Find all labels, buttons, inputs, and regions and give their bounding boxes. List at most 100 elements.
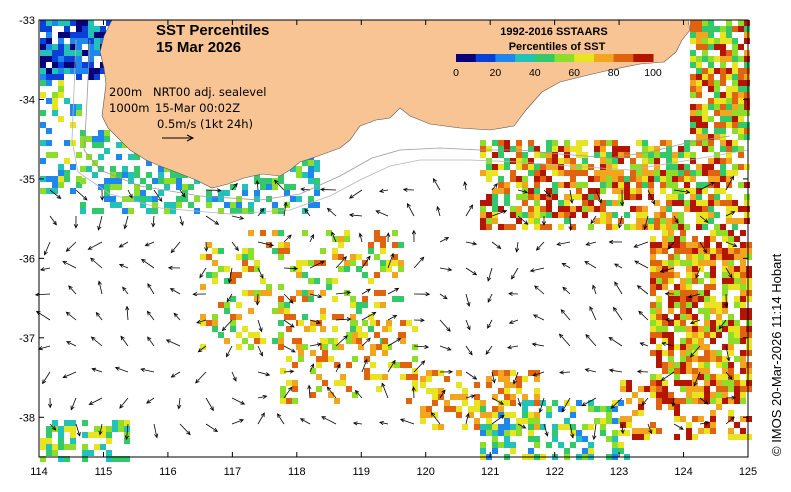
current-arrow	[699, 397, 709, 405]
sst-pixel	[704, 320, 710, 326]
sst-pixel	[714, 188, 720, 194]
sst-pixel	[540, 194, 546, 200]
sst-pixel	[692, 344, 698, 350]
sst-pixel	[686, 266, 692, 272]
current-arrow	[349, 189, 363, 199]
sst-pixel	[692, 386, 698, 392]
sst-pixel	[570, 206, 576, 212]
sst-pixel	[714, 110, 720, 116]
current-arrowhead	[170, 248, 176, 254]
sst-pixel	[248, 290, 254, 296]
current-arrowhead	[726, 356, 731, 362]
sst-pixel	[504, 188, 510, 194]
sst-pixel	[618, 182, 624, 188]
sst-pixel	[630, 170, 636, 176]
sst-pixel	[594, 188, 600, 194]
current-arrow	[361, 337, 371, 347]
sst-pixel	[112, 456, 118, 462]
sst-pixel	[498, 430, 504, 436]
current-arrow	[335, 256, 347, 269]
sst-pixel	[242, 266, 248, 272]
y-axis: -33-34-35-36-37-38	[19, 15, 748, 424]
sst-pixel	[746, 242, 752, 248]
sst-pixel	[564, 146, 570, 152]
sst-pixel	[80, 142, 86, 148]
current-arrowhead	[287, 234, 292, 240]
sst-pixel	[420, 412, 426, 418]
sst-pixel	[70, 62, 76, 68]
sst-pixel	[388, 362, 394, 368]
sst-pixel	[570, 212, 576, 218]
sst-pixel	[710, 278, 716, 284]
current-arrowhead	[326, 386, 332, 392]
sst-pixel	[516, 418, 522, 424]
sst-pixel	[362, 332, 368, 338]
sst-pixel	[722, 380, 728, 386]
sst-pixel	[684, 146, 690, 152]
sst-pixel	[290, 184, 296, 190]
sst-pixel	[728, 386, 734, 392]
sst-pixel	[516, 158, 522, 164]
sst-pixel	[362, 296, 368, 302]
current-arrowhead	[342, 256, 347, 261]
current-arrowhead	[70, 405, 75, 411]
sst-pixel	[704, 236, 710, 242]
current-arrowhead	[703, 218, 709, 223]
x-tick-label: 119	[352, 466, 370, 478]
sst-pixel	[292, 398, 298, 404]
current-arrow	[387, 338, 401, 347]
sst-pixel	[702, 122, 708, 128]
sst-pixel	[540, 424, 546, 430]
sst-pixel	[732, 110, 738, 116]
sst-pixel	[40, 62, 46, 68]
sst-pixel	[660, 152, 666, 158]
current-arrowhead	[402, 187, 408, 192]
sst-pixel	[726, 206, 732, 212]
sst-pixel	[672, 152, 678, 158]
sst-pixel	[612, 418, 618, 424]
sst-pixel	[684, 182, 690, 188]
sst-pixel	[686, 260, 692, 266]
sst-pixel	[534, 170, 540, 176]
current-arrow	[672, 397, 675, 407]
current-arrow	[437, 206, 441, 217]
sst-pixel	[278, 302, 284, 308]
sst-pixel	[504, 182, 510, 188]
sst-pixel	[40, 438, 46, 444]
x-tick-label: 117	[224, 466, 242, 478]
sst-pixel	[106, 438, 112, 444]
sst-pixel	[702, 224, 708, 230]
sst-pixel	[600, 146, 606, 152]
sst-pixel	[412, 386, 418, 392]
sst-pixel	[334, 380, 340, 386]
sst-pixel	[504, 382, 510, 388]
sst-pixel	[248, 266, 254, 272]
sst-pixel	[734, 254, 740, 260]
current-arrow	[304, 208, 311, 217]
sst-pixel	[146, 208, 152, 214]
sst-pixel	[696, 32, 702, 38]
sst-pixel	[552, 182, 558, 188]
sst-pixel	[58, 92, 64, 98]
sst-pixel	[714, 134, 720, 140]
current-arrowhead	[664, 317, 670, 322]
sst-pixel	[218, 208, 224, 214]
sst-pixel	[164, 184, 170, 190]
sst-pixel	[546, 224, 552, 230]
sst-pixel	[740, 248, 746, 254]
current-arrow	[641, 397, 649, 406]
credit-text: © IMOS 20-Mar-2026 11:14 Hobart	[769, 253, 784, 456]
current-arrow	[153, 423, 158, 438]
current-arrowhead	[381, 382, 386, 388]
sst-pixel	[624, 224, 630, 230]
sst-pixel	[308, 178, 314, 184]
sst-pixel	[248, 332, 254, 338]
sst-pixel	[522, 406, 528, 412]
current-arrowhead	[433, 178, 438, 183]
current-arrowhead	[289, 323, 295, 328]
x-tick-label: 115	[95, 466, 113, 478]
sst-pixel	[308, 172, 314, 178]
sst-pixel	[82, 456, 88, 462]
sst-pixel	[732, 44, 738, 50]
sst-pixel	[468, 406, 474, 412]
